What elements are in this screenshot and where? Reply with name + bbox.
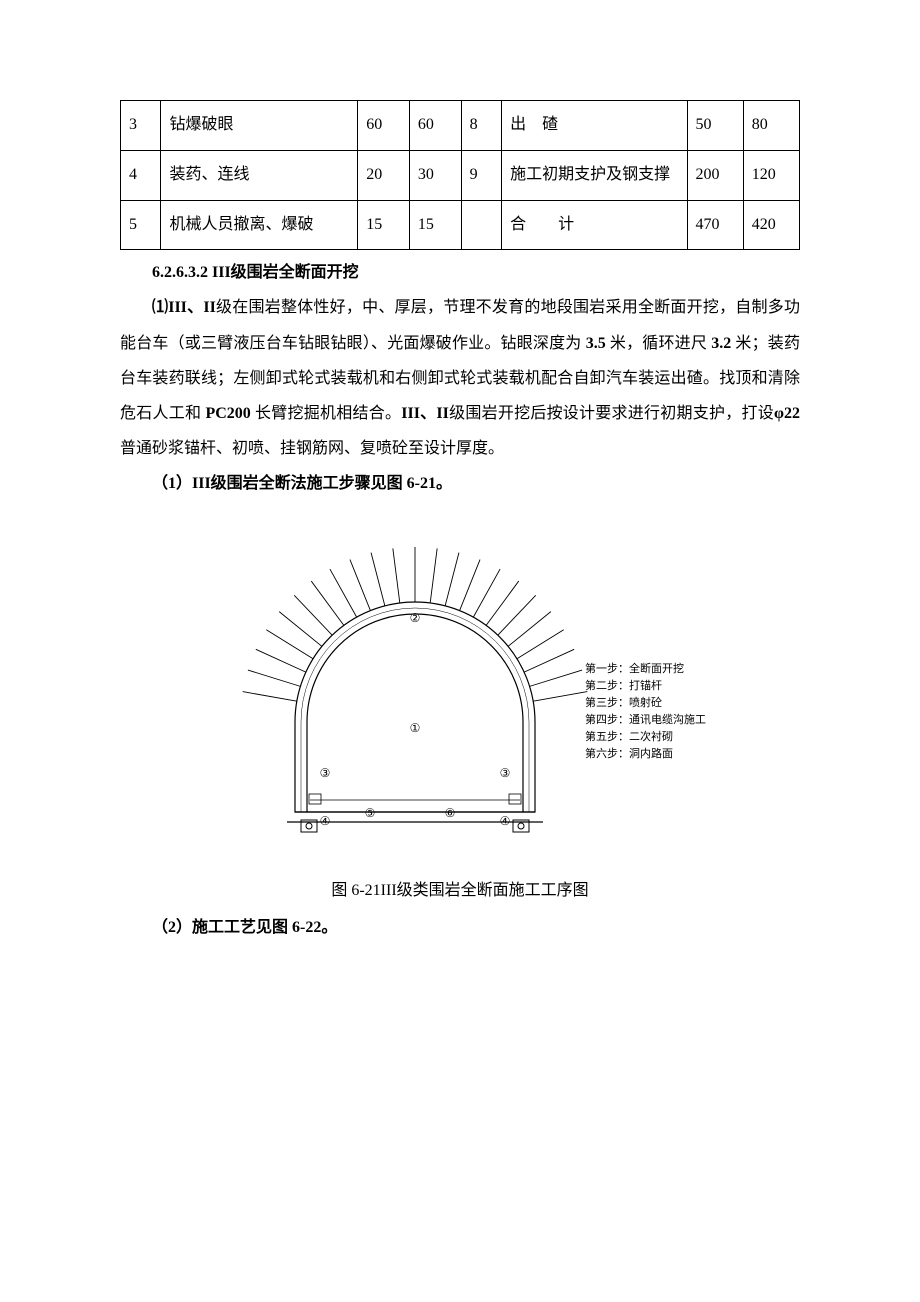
table-cell: 200 — [687, 150, 743, 200]
svg-text:第五步：二次衬砌: 第五步：二次衬砌 — [585, 729, 673, 743]
table-cell: 120 — [743, 150, 799, 200]
paragraph-main: ⑴III、II级在围岩整体性好，中、厚层，节理不发育的地段围岩采用全断面开挖，自… — [120, 290, 800, 466]
svg-text:③: ③ — [500, 766, 511, 780]
svg-text:③: ③ — [320, 766, 331, 780]
table-row: 5机械人员撤离、爆破1515合 计470420 — [121, 200, 800, 250]
table-cell: 出 碴 — [502, 101, 687, 151]
table-cell: 80 — [743, 101, 799, 151]
para-bold-6: φ22 — [774, 405, 800, 422]
table-cell: 420 — [743, 200, 799, 250]
table-cell: 装药、连线 — [161, 150, 358, 200]
table-cell: 50 — [687, 101, 743, 151]
svg-text:④: ④ — [500, 814, 511, 828]
svg-text:②: ② — [410, 611, 421, 625]
table-cell: 470 — [687, 200, 743, 250]
tunnel-diagram: ② ① ③ ③ ④ ④ ⑤ ⑥ 第一步：全断面开挖第二步：打锚杆第三步：喷射砼第四步：通讯电缆沟… — [190, 522, 730, 862]
table-row: 3钻爆破眼60608出 碴5080 — [121, 101, 800, 151]
table-cell: 施工初期支护及钢支撑 — [502, 150, 687, 200]
heading-6-2-6-3-2: 6.2.6.3.2 III级围岩全断面开挖 — [120, 258, 800, 282]
svg-text:⑤: ⑤ — [365, 806, 376, 820]
svg-text:第一步：全断面开挖: 第一步：全断面开挖 — [585, 661, 684, 675]
para-text-4: 长臂挖掘机相结合。 — [251, 405, 401, 422]
table-cell: 钻爆破眼 — [161, 101, 358, 151]
table-cell: 8 — [461, 101, 501, 151]
svg-text:第四步：通讯电缆沟施工: 第四步：通讯电缆沟施工 — [585, 712, 706, 726]
step-2: （2）施工工艺见图 6-22。 — [120, 910, 800, 945]
table-cell: 4 — [121, 150, 161, 200]
table-cell: 合 计 — [502, 200, 687, 250]
table-cell: 9 — [461, 150, 501, 200]
para-bold-4: PC200 — [205, 405, 250, 422]
svg-text:第六步：洞内路面: 第六步：洞内路面 — [585, 746, 673, 760]
table-cell: 30 — [409, 150, 461, 200]
figure-caption: 图 6-21III级类围岩全断面施工工序图 — [120, 876, 800, 900]
table-row: 4装药、连线20309施工初期支护及钢支撑200120 — [121, 150, 800, 200]
para-text-6: 普通砂浆锚杆、初喷、挂钢筋网、复喷砼至设计厚度。 — [120, 440, 504, 457]
para-bold-1: ⑴III、II — [152, 299, 216, 316]
svg-text:第三步：喷射砼: 第三步：喷射砼 — [585, 695, 662, 709]
svg-text:第二步：打锚杆: 第二步：打锚杆 — [585, 678, 662, 692]
svg-text:①: ① — [410, 721, 421, 735]
table-cell: 15 — [409, 200, 461, 250]
table-cell: 5 — [121, 200, 161, 250]
figure-6-21: ② ① ③ ③ ④ ④ ⑤ ⑥ 第一步：全断面开挖第二步：打锚杆第三步：喷射砼第四步：通讯电缆沟… — [120, 522, 800, 900]
para-bold-2: 3.5 — [586, 335, 606, 352]
svg-text:⑥: ⑥ — [445, 806, 456, 820]
process-time-table: 3钻爆破眼60608出 碴50804装药、连线20309施工初期支护及钢支撑20… — [120, 100, 800, 250]
table-cell: 15 — [358, 200, 410, 250]
table-cell: 60 — [358, 101, 410, 151]
table-cell: 60 — [409, 101, 461, 151]
table-cell: 20 — [358, 150, 410, 200]
para-bold-5: III、II — [401, 405, 449, 422]
para-text-5: 级围岩开挖后按设计要求进行初期支护，打设 — [449, 405, 774, 422]
para-text-2: 米，循环进尺 — [606, 335, 712, 352]
table-cell: 机械人员撤离、爆破 — [161, 200, 358, 250]
step-1: （1）III级围岩全断法施工步骤见图 6-21。 — [120, 466, 800, 501]
table-cell: 3 — [121, 101, 161, 151]
para-bold-3: 3.2 — [711, 335, 731, 352]
svg-text:④: ④ — [320, 814, 331, 828]
table-cell — [461, 200, 501, 250]
